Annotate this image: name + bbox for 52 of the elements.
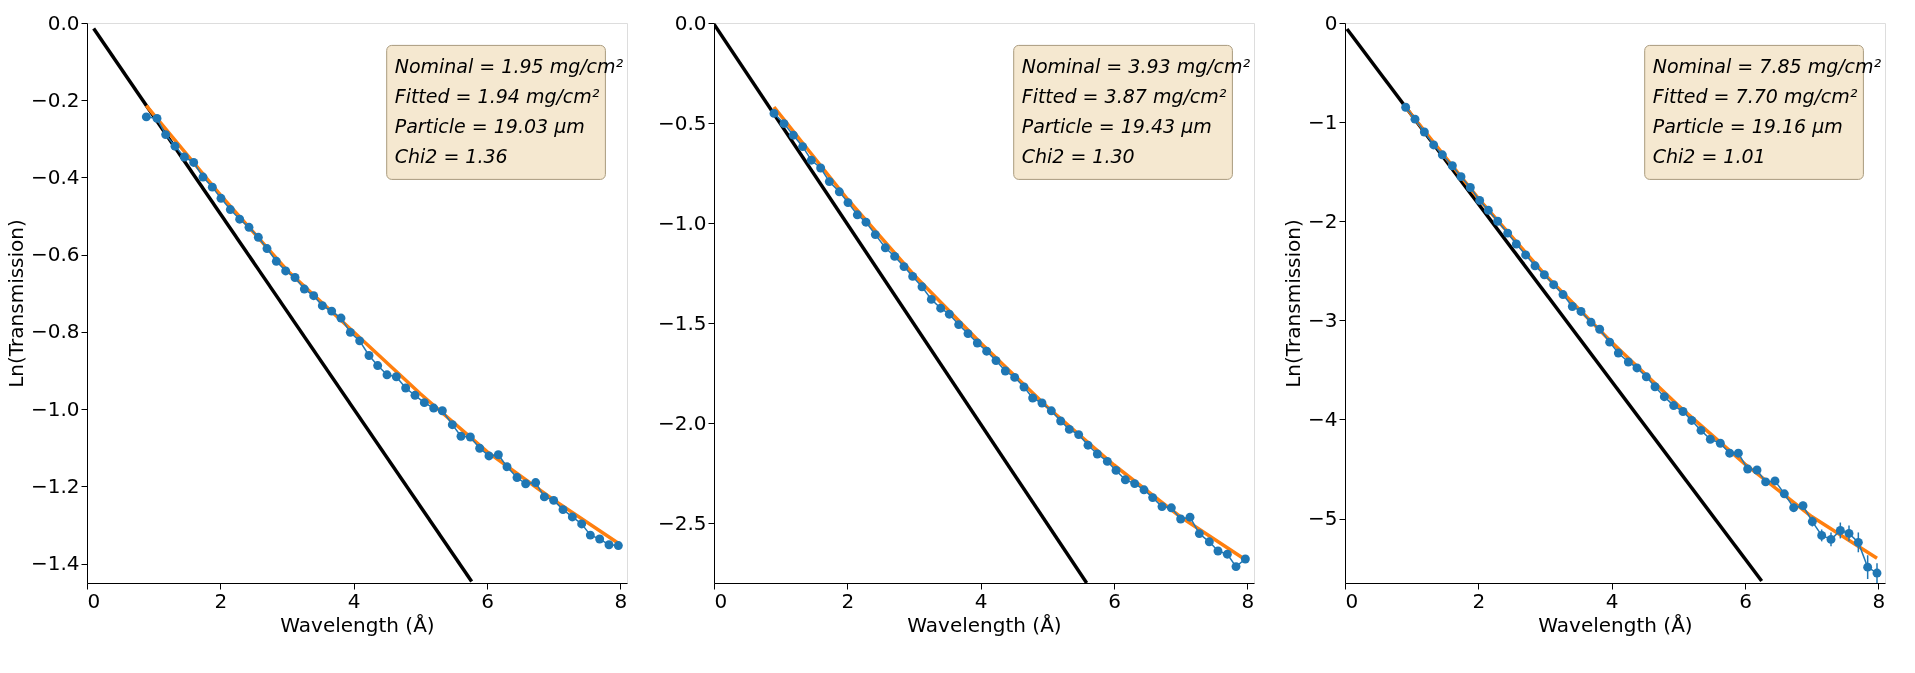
x-tick-label: 4: [347, 588, 361, 613]
y-tick-label: −0.6: [30, 242, 80, 267]
annotation: Nominal = 1.95 mg/cm²: [394, 55, 624, 78]
x-tick-label: 2: [1472, 588, 1486, 613]
y-tick-label: −4: [1308, 406, 1338, 431]
y-tick-label: −0.4: [30, 164, 80, 189]
y-tick-label: −3: [1308, 307, 1338, 332]
y-tick-label: 0.0: [47, 10, 80, 35]
x-tick-label: 2: [214, 588, 228, 613]
y-tick-label: −0.2: [30, 87, 80, 112]
y-tick-label: −1.0: [657, 210, 707, 235]
x-tick-label: 4: [1605, 588, 1619, 613]
annotation: Nominal = 7.85 mg/cm²: [1652, 55, 1882, 78]
y-tick-label: −0.5: [657, 110, 707, 135]
y-tick-label: −1.2: [30, 473, 80, 498]
x-axis-title: Wavelength (Å): [1538, 612, 1693, 637]
y-tick-label: −1.4: [30, 551, 80, 576]
x-tick-label: 8: [1872, 588, 1886, 613]
y-tick-label: −2.0: [657, 410, 707, 435]
x-axis-title: Wavelength (Å): [280, 612, 435, 637]
annotation: Chi2 = 1.36: [394, 145, 508, 168]
x-tick-label: 2: [841, 588, 855, 613]
x-tick-label: 6: [1739, 588, 1752, 613]
x-tick-label: 0: [714, 588, 728, 613]
x-tick-label: 0: [87, 588, 101, 613]
y-tick-label: −1.5: [657, 310, 707, 335]
y-tick-label: 0.0: [674, 10, 707, 35]
x-tick-label: 6: [481, 588, 494, 613]
annotation: Nominal = 3.93 mg/cm²: [1021, 55, 1251, 78]
y-axis-title: Ln(Transmission): [3, 219, 28, 388]
x-tick-label: 4: [974, 588, 988, 613]
x-tick-label: 8: [614, 588, 628, 613]
annotation: Chi2 = 1.30: [1021, 145, 1135, 168]
y-tick-label: −2: [1308, 208, 1338, 233]
annotation: Fitted = 7.70 mg/cm²: [1652, 85, 1858, 108]
annotation: Particle = 19.03 μm: [394, 115, 585, 138]
x-tick-label: 8: [1241, 588, 1255, 613]
x-tick-label: 0: [1345, 588, 1359, 613]
y-tick-label: −2.5: [657, 510, 707, 535]
annotation: Particle = 19.43 μm: [1021, 115, 1212, 138]
y-tick-label: 0: [1324, 10, 1338, 35]
annotation: Particle = 19.16 μm: [1652, 115, 1843, 138]
annotation: Fitted = 3.87 mg/cm²: [1021, 85, 1227, 108]
y-tick-label: −1: [1308, 109, 1338, 134]
y-tick-label: −1.0: [30, 396, 80, 421]
x-axis-title: Wavelength (Å): [907, 612, 1062, 637]
y-axis-title: Ln(Transmission): [1281, 219, 1306, 388]
x-tick-label: 6: [1108, 588, 1121, 613]
annotation: Fitted = 1.94 mg/cm²: [394, 85, 600, 108]
y-tick-label: −5: [1308, 506, 1338, 531]
y-tick-label: −0.8: [30, 319, 80, 344]
annotation: Chi2 = 1.01: [1652, 145, 1766, 168]
